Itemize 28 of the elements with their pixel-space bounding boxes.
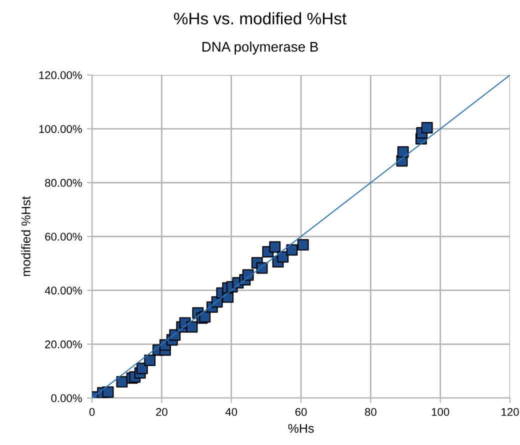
y-tick-label: 0.00% <box>51 394 82 402</box>
point <box>199 311 211 323</box>
y-tick-label: 20.00% <box>45 340 82 348</box>
x-tick-label: 100 <box>432 408 450 416</box>
x-tick-label: 40 <box>225 408 238 416</box>
point <box>397 146 409 158</box>
x-tick-label: 20 <box>156 408 168 416</box>
x-tick-label: 60 <box>295 408 307 416</box>
y-axis-title: modified %Hst <box>21 196 30 276</box>
point <box>186 321 198 333</box>
x-tick-label: 0 <box>89 408 95 416</box>
x-tick-label: 80 <box>364 408 376 416</box>
y-tick-label: 60.00% <box>45 232 82 241</box>
point <box>102 386 114 398</box>
y-tick-label: 100.00% <box>39 125 82 133</box>
y-tick-label: 40.00% <box>44 286 82 294</box>
y-tick-label: 120.00% <box>39 71 82 80</box>
point <box>297 239 309 251</box>
chart-subtitle: DNA polymerase B <box>202 42 318 54</box>
x-tick-label: 120 <box>502 408 519 416</box>
point <box>269 241 281 253</box>
point <box>144 354 156 366</box>
point <box>421 122 433 134</box>
chart-title: %Hs vs. modified %Hst <box>174 12 346 24</box>
point <box>286 244 298 256</box>
x-axis-title: %Hs <box>288 424 314 433</box>
point <box>136 362 148 374</box>
y-tick-label: 80.00% <box>45 178 82 187</box>
